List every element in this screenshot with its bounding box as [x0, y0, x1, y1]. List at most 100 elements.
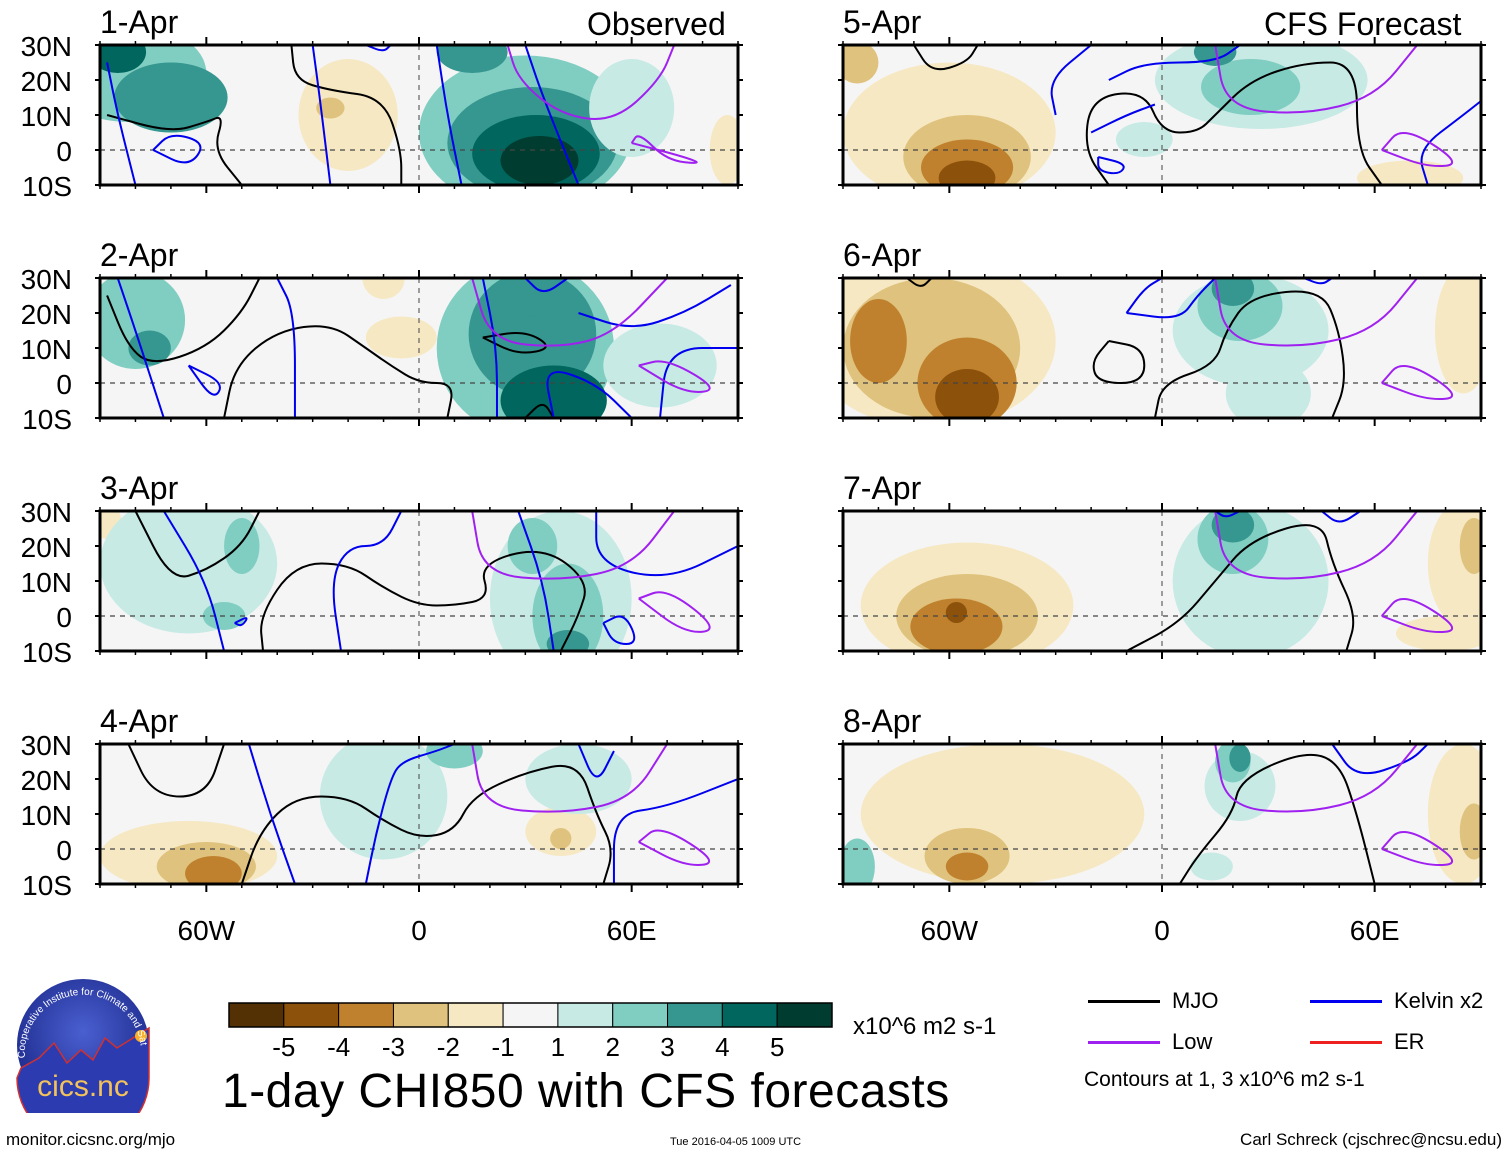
y-tick-label: 10N — [21, 800, 72, 831]
legend-item-mjo: MJO — [1088, 988, 1218, 1014]
contour-mjo — [1178, 753, 1376, 884]
contour-low — [1214, 511, 1418, 580]
x-tick-label: 60E — [1350, 915, 1400, 946]
contour-kelvin — [435, 45, 463, 185]
y-tick-label: 0 — [56, 369, 72, 400]
column-header-observed: Observed — [587, 6, 726, 42]
colorbar-tick-label: -2 — [437, 1032, 460, 1062]
cics-logo: Cooperative Institute for Climate and Sa… — [6, 970, 157, 1145]
map-panel-3-Apr: 3-Apr 30N 20N 10N 0 10S — [21, 470, 743, 668]
contour-mjo — [1092, 340, 1146, 385]
logo-name: cics.nc — [37, 1070, 129, 1103]
anomaly-shading — [546, 630, 590, 651]
contour-kelvin — [524, 45, 580, 185]
y-tick-label: 10N — [21, 567, 72, 598]
anomaly-shading — [365, 316, 437, 359]
contour-kelvin — [311, 45, 332, 185]
footer-source-link[interactable]: monitor.cicsnc.org/mjo — [6, 1130, 176, 1149]
anomaly-shading — [525, 744, 632, 814]
footer-author: Carl Schreck (cjschrec@ncsu.edu) — [1240, 1130, 1502, 1149]
colorbar-tick-label: -5 — [272, 1032, 295, 1062]
anomaly-shading — [114, 62, 228, 133]
panel-date-label: 6-Apr — [843, 237, 922, 273]
contour-low — [1381, 131, 1454, 168]
contour-low — [1214, 45, 1418, 114]
y-tick-label: 20N — [21, 299, 72, 330]
contour-mjo — [1126, 524, 1355, 651]
anomaly-shading — [850, 299, 907, 383]
anomaly-shading — [1459, 803, 1481, 860]
anomaly-shading — [843, 838, 875, 884]
contour-mjo — [260, 550, 586, 651]
colorbar-tick-label: -4 — [327, 1032, 350, 1062]
colorbar-swatch — [667, 1002, 723, 1028]
contour-kelvin — [116, 278, 165, 418]
y-tick-label: 20N — [21, 765, 72, 796]
contour-kelvin — [1420, 100, 1481, 185]
legend-label-er: ER — [1394, 1029, 1425, 1054]
contour-kelvin — [612, 778, 738, 884]
y-tick-label: 10N — [21, 101, 72, 132]
anomaly-shading — [1211, 278, 1255, 306]
anomaly-shading — [945, 852, 989, 881]
legend-swatch-er — [1310, 1040, 1382, 1044]
contour-low — [471, 278, 668, 347]
anomaly-shading — [436, 45, 508, 73]
footer-timestamp: Tue 2016-04-05 1009 UTC — [670, 1136, 802, 1148]
panel-date-label: 2-Apr — [100, 237, 179, 273]
contour-kelvin — [234, 617, 248, 627]
legend-swatch-kelvin — [1310, 999, 1382, 1003]
panel-date-label: 8-Apr — [843, 703, 922, 739]
panel-date-label: 3-Apr — [100, 470, 179, 506]
contour-low — [638, 360, 711, 393]
colorbar-swatch — [228, 1002, 285, 1028]
contour-low — [471, 511, 675, 580]
map-panel-2-Apr: 2-Apr 30N 20N 10N 0 10S — [21, 237, 743, 435]
anomaly-shading — [1211, 511, 1255, 543]
colorbar-swatch — [338, 1002, 394, 1028]
colorbar-frame — [228, 1002, 833, 1028]
contour-low — [471, 744, 668, 813]
contour-kelvin — [162, 511, 226, 651]
contour-low — [506, 45, 676, 120]
contour-low — [1381, 364, 1454, 401]
column-header-forecast: CFS Forecast — [1264, 6, 1462, 42]
contour-kelvin — [1097, 156, 1125, 175]
anomaly-shading — [100, 45, 147, 73]
anomaly-shading — [1115, 122, 1173, 157]
legend-item-low: Low — [1088, 1029, 1212, 1055]
contour-mjo — [1085, 61, 1383, 185]
contour-kelvin — [1331, 744, 1429, 775]
contour-mjo — [223, 325, 453, 418]
contour-mjo — [290, 45, 403, 185]
colorbar-swatch — [392, 1002, 449, 1028]
contour-mjo — [106, 278, 261, 363]
colorbar-tick-label: -3 — [382, 1032, 405, 1062]
colorbar-tick-label: 1 — [551, 1032, 565, 1062]
map-panel-1-Apr: 1-Apr 30N 20N 10N 0 10S — [21, 4, 743, 202]
contour-low — [1214, 744, 1418, 813]
contour-kelvin — [1126, 278, 1216, 319]
anomaly-shading — [362, 278, 405, 299]
anomaly-shading — [910, 598, 1003, 651]
contour-kelvin — [332, 511, 403, 651]
contour-low — [638, 829, 711, 866]
anomaly-shading — [316, 97, 345, 119]
contour-low — [638, 591, 711, 633]
y-tick-label: 10S — [22, 637, 72, 668]
y-tick-label: 10N — [21, 334, 72, 365]
panels: 1-Apr30N20N10N010S2-Apr30N20N10N010S3-Ap… — [21, 4, 1486, 946]
legend-item-er: ER — [1310, 1029, 1425, 1055]
anomaly-shading — [500, 365, 607, 418]
anomaly-shading — [1434, 278, 1481, 394]
legend-label-low: Low — [1172, 1029, 1213, 1054]
anomaly-shading — [507, 518, 558, 574]
contour-kelvin — [1125, 278, 1163, 314]
contour-kelvin — [1090, 103, 1156, 134]
contour-mjo — [106, 114, 243, 185]
y-tick-label: 30N — [21, 31, 72, 62]
panel-date-label: 7-Apr — [843, 470, 922, 506]
contour-low — [1214, 278, 1418, 347]
colorbar-units: x10^6 m2 s-1 — [853, 1013, 997, 1040]
colorbar-tick-label: -1 — [492, 1032, 515, 1062]
